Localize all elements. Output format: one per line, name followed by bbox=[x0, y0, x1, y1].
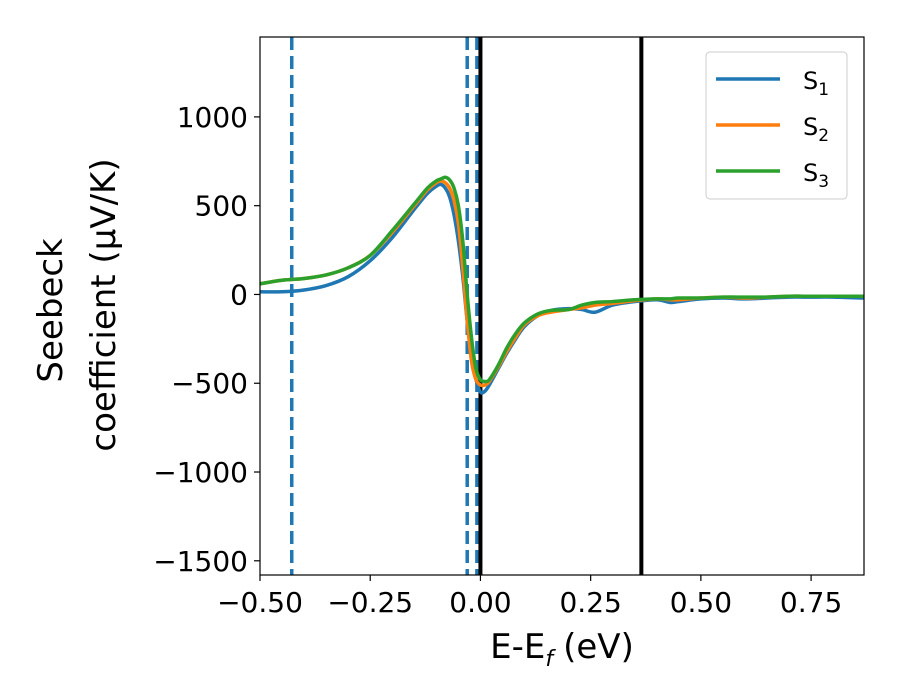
x-axis-title-main: E-E bbox=[490, 627, 545, 667]
y-axis-title-line1: Seebeck bbox=[31, 238, 71, 383]
y-tick-label: −1000 bbox=[153, 456, 248, 489]
x-axis-title-sub: f bbox=[545, 647, 556, 672]
series-layer bbox=[260, 175, 864, 395]
plot-frame bbox=[259, 36, 865, 576]
y-tick-label: 500 bbox=[195, 190, 248, 223]
x-tick-label: −0.50 bbox=[217, 586, 303, 619]
y-axis-title: Seebeck coefficient (μV/K) bbox=[31, 158, 124, 451]
legend-label-s2: S2 bbox=[803, 113, 829, 146]
legend: S1 S2 S3 bbox=[705, 51, 848, 200]
y-tick-label: −500 bbox=[171, 367, 248, 400]
x-tick-label: 0.25 bbox=[559, 586, 621, 619]
legend-label-s3: S3 bbox=[803, 159, 829, 192]
y-tick-label: −1500 bbox=[153, 545, 248, 578]
x-axis-title-unit: (eV) bbox=[563, 627, 634, 667]
x-axis-title: E-Ef (eV) bbox=[490, 627, 634, 672]
y-tick-label: 0 bbox=[230, 278, 248, 311]
series-line-s3 bbox=[260, 175, 864, 384]
y-axis: 1000 500 0 −500 −1000 −1500 bbox=[153, 101, 260, 578]
x-axis: −0.50 −0.25 0.00 0.25 0.50 0.75 bbox=[217, 575, 842, 619]
legend-label-s1: S1 bbox=[803, 67, 829, 100]
x-tick-label: 0.50 bbox=[670, 586, 732, 619]
x-tick-label: 0.75 bbox=[780, 586, 842, 619]
y-axis-title-line2: coefficient (μV/K) bbox=[84, 158, 124, 451]
x-tick-label: −0.25 bbox=[327, 586, 413, 619]
y-tick-label: 1000 bbox=[177, 101, 248, 134]
x-tick-label: 0.00 bbox=[449, 586, 511, 619]
